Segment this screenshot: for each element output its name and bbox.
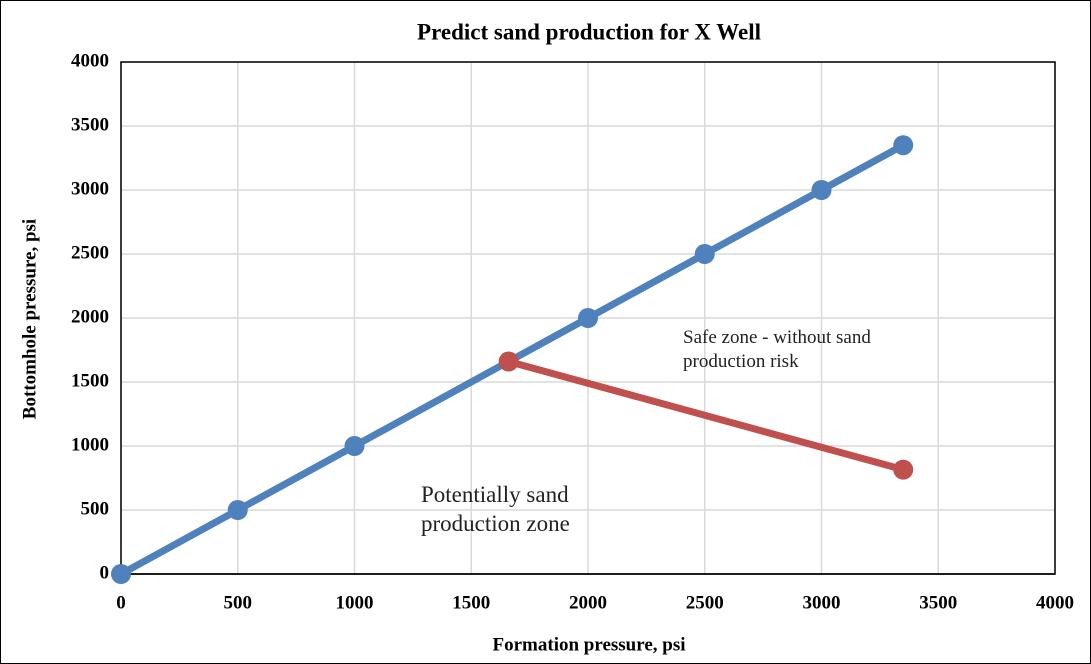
data-point: [893, 135, 914, 156]
series-line: [507, 358, 905, 474]
x-tick-label: 500: [224, 592, 253, 613]
y-tick-label: 1000: [71, 434, 109, 455]
data-point: [111, 564, 131, 584]
x-tick-label: 1000: [336, 592, 374, 613]
y-axis-label: Bottomhole pressure, psi: [19, 219, 40, 419]
data-point: [578, 308, 598, 328]
x-axis-label: Formation pressure, psi: [493, 634, 686, 655]
x-tick-label: 3500: [919, 592, 957, 613]
data-point: [893, 459, 914, 480]
y-tick-label: 0: [100, 562, 110, 583]
x-tick-label: 1500: [452, 592, 490, 613]
x-tick-label: 4000: [1036, 592, 1074, 613]
y-tick-label: 3500: [71, 114, 109, 135]
x-tick-label: 0: [116, 592, 126, 613]
x-tick-label: 3000: [803, 592, 841, 613]
y-tick-label: 3000: [71, 178, 109, 199]
data-point: [344, 436, 365, 456]
x-tick-label: 2500: [686, 592, 724, 613]
annotation: Safe zone - without sand production risk: [683, 327, 871, 372]
x-tick-label: 2000: [569, 592, 607, 613]
y-tick-label: 2000: [71, 306, 109, 327]
y-tick-label: 4000: [71, 50, 109, 71]
data-point: [811, 180, 832, 200]
y-tick-label: 1500: [71, 370, 109, 391]
y-tick-label: 500: [81, 498, 110, 519]
y-tick-label: 2500: [71, 242, 109, 263]
annotation: Potentially sand production zone: [421, 482, 570, 536]
data-point: [498, 351, 519, 372]
chart-title: Predict sand production for X Well: [417, 19, 761, 44]
data-point: [227, 500, 248, 520]
data-point: [694, 244, 715, 264]
